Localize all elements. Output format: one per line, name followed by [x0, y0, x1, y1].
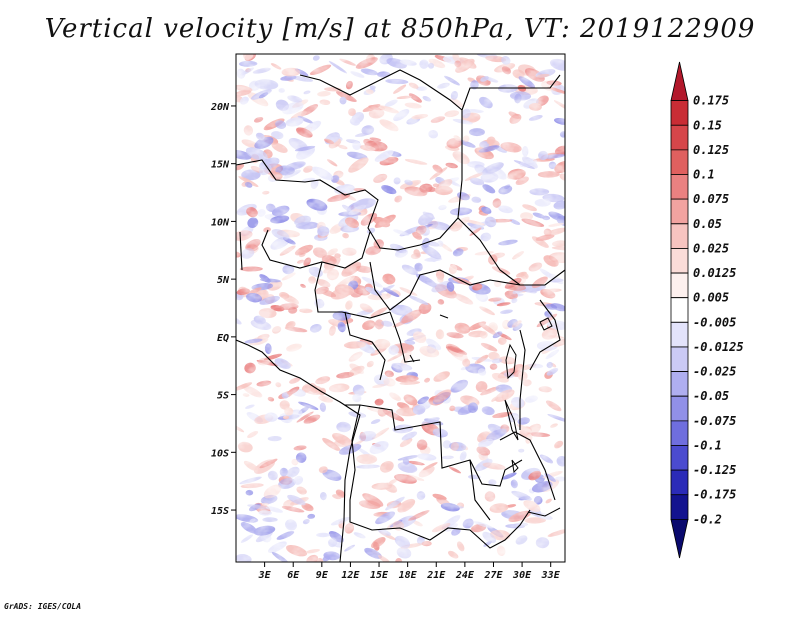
colorbar-label: -0.125: [693, 463, 736, 477]
colorbar-label: 0.175: [693, 94, 729, 108]
grads-credit: GrADS: IGES/COLA: [4, 602, 82, 611]
colorbar-label: -0.1: [693, 438, 722, 452]
colorbar-label: 0.15: [693, 118, 722, 132]
lat-label: 10S: [211, 448, 229, 459]
map-title: Vertical velocity [m/s] at 850hPa, VT: 2…: [44, 14, 756, 44]
colorbar: 0.175 0.15 0.125 0.1 0.075 0.05 0.025 0.0125 0.0…: [670, 61, 744, 559]
lat-label: 15N: [211, 160, 230, 171]
colorbar-segment: [670, 321, 689, 348]
colorbar-segment: [670, 395, 689, 422]
colorbar-segment: [670, 346, 689, 372]
field-texture: [236, 54, 565, 562]
colorbar-segment: [670, 223, 689, 249]
lat-label: 15S: [211, 506, 229, 517]
colorbar-label: 0.0125: [693, 266, 736, 280]
lake-outlines: [409, 314, 561, 517]
colorbar-segment: [670, 198, 689, 225]
colorbar-segment: [670, 371, 689, 397]
longitude-axis: 3E 6E 9E 12E 15E 18E 21E 24E 27E 30E 33E: [258, 562, 561, 581]
colorbar-segment: [670, 100, 689, 126]
colorbar-label: 0.05: [693, 217, 722, 231]
colorbar-label: -0.005: [693, 315, 736, 329]
colorbar-segment: [670, 124, 689, 151]
colorbar-segment: [670, 272, 689, 299]
colorbar-segment: [670, 494, 689, 520]
colorbar-segment: [670, 518, 689, 559]
latitude-axis: 20N 15N 10N 5N EQ 5S 10S 15S: [210, 102, 236, 517]
lon-label: 6E: [287, 570, 300, 581]
colorbar-segment: [670, 445, 689, 471]
lon-label: 9E: [316, 570, 329, 581]
colorbar-label: -0.05: [693, 389, 729, 403]
colorbar-label: -0.175: [693, 488, 736, 502]
lat-label: 20N: [210, 102, 230, 113]
lon-label: 12E: [341, 570, 360, 581]
country-borders: [236, 69, 565, 562]
lon-label: 33E: [541, 570, 561, 581]
colorbar-label: 0.025: [693, 241, 729, 255]
colorbar-segment: [670, 297, 689, 323]
colorbar-label: -0.075: [693, 414, 736, 428]
colorbar-segment: [670, 149, 689, 175]
map-frame: [235, 53, 566, 563]
lon-label: 27E: [483, 570, 503, 581]
colorbar-segment: [670, 469, 689, 496]
colorbar-segment: [670, 61, 689, 102]
colorbar-label: 0.005: [693, 291, 729, 305]
lat-label: 5S: [217, 391, 229, 402]
lon-label: 24E: [455, 570, 475, 581]
colorbar-label: 0.125: [693, 143, 729, 157]
map-plot-area: [236, 54, 565, 562]
colorbar-label: 0.1: [693, 168, 715, 182]
lat-label: EQ: [217, 333, 229, 344]
lat-label: 10N: [211, 217, 230, 228]
colorbar-label: -0.025: [693, 365, 736, 379]
colorbar-segment: [670, 248, 689, 274]
lon-label: 15E: [370, 570, 389, 581]
colorbar-label: -0.0125: [693, 340, 744, 354]
colorbar-segment: [670, 420, 689, 446]
colorbar-segment: [670, 174, 689, 200]
lon-label: 3E: [258, 570, 272, 581]
lon-label: 18E: [399, 570, 418, 581]
lat-label: 5N: [217, 275, 230, 286]
colorbar-label: 0.075: [693, 192, 729, 206]
lon-label: 30E: [512, 570, 532, 581]
lon-label: 21E: [426, 570, 446, 581]
colorbar-label: -0.2: [693, 512, 722, 526]
